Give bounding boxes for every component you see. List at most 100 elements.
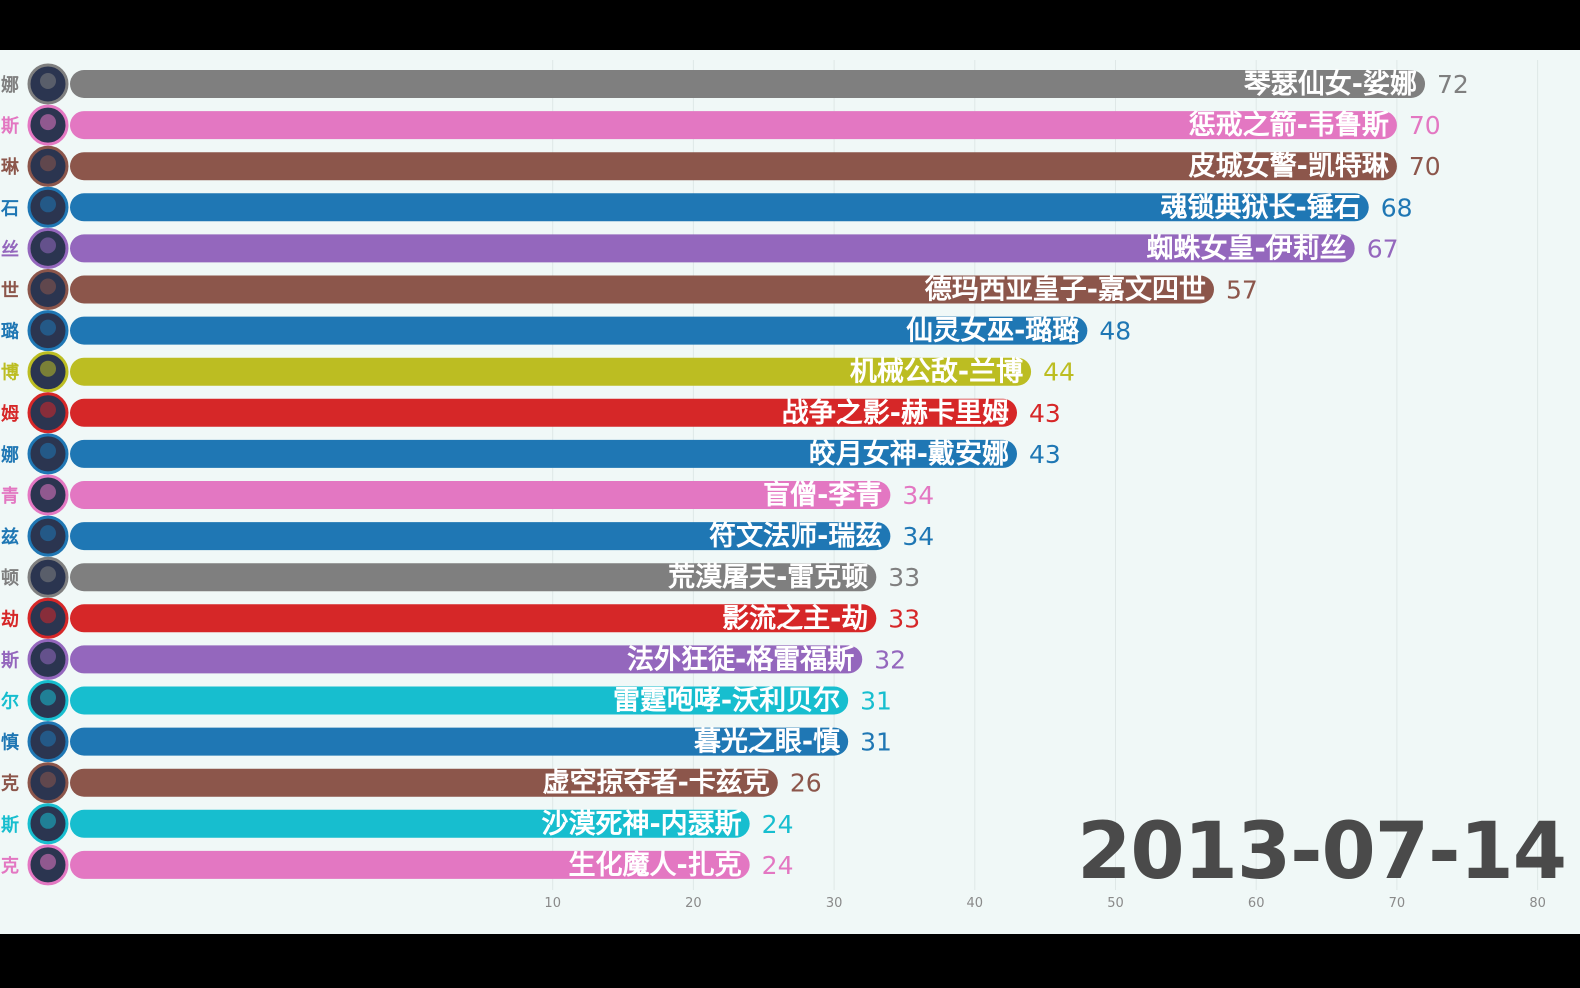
bar — [70, 398, 1018, 427]
avatar-face-icon — [40, 566, 56, 583]
side-label: 克 — [1, 855, 19, 877]
side-label: 克 — [1, 773, 19, 795]
avatar-face-icon — [40, 730, 56, 747]
bar — [70, 275, 1214, 304]
side-label: 丝 — [1, 238, 19, 260]
bar-value-label: 67 — [1367, 234, 1399, 263]
x-tick-label: 20 — [685, 896, 702, 911]
bar — [70, 850, 750, 879]
bar — [70, 357, 1032, 386]
bar-category-label: 仙灵女巫-璐璐 — [906, 315, 1079, 347]
avatar-face-icon — [40, 812, 56, 829]
bar-value-label: 24 — [762, 851, 794, 880]
side-label: 娜 — [1, 74, 19, 96]
side-label: 琳 — [1, 157, 20, 178]
bar-value-label: 72 — [1437, 70, 1469, 99]
bar-value-label: 26 — [790, 769, 822, 798]
bar — [70, 152, 1397, 181]
avatar-face-icon — [40, 237, 56, 254]
bar — [70, 563, 877, 592]
avatar-face-icon — [40, 196, 56, 213]
avatar-face-icon — [40, 360, 56, 377]
avatar-face-icon — [40, 525, 56, 542]
side-label: 璐 — [1, 321, 19, 343]
bar-category-label: 荒漠屠夫-雷克顿 — [668, 561, 868, 593]
bar — [70, 481, 891, 509]
bar-category-label: 惩戒之箭-韦鲁斯 — [1189, 109, 1389, 141]
bar — [70, 727, 849, 756]
bar-chart-race: 10 20 30 40 50 60 70 80 娜 琴瑟仙女-娑娜 72 斯 惩戒之箭-韦鲁斯 70 琳 皮城… — [0, 50, 1580, 934]
bar-category-label: 机械公敌-兰博 — [850, 356, 1023, 388]
avatar-face-icon — [40, 155, 56, 172]
bar-value-label: 57 — [1226, 276, 1258, 305]
bar-value-label: 44 — [1043, 358, 1075, 387]
avatar-face-icon — [40, 401, 56, 418]
avatar-face-icon — [40, 442, 56, 459]
bar — [70, 768, 778, 797]
bar-value-label: 24 — [762, 810, 794, 839]
bar-category-label: 魂锁典狱长-锤石 — [1161, 191, 1361, 223]
bar-category-label: 皎月女神-戴安娜 — [809, 438, 1009, 470]
letterbox-top — [0, 0, 1580, 50]
bar — [70, 70, 1426, 98]
bar-value-label: 31 — [860, 728, 892, 757]
bar-category-label: 沙漠死神-内瑟斯 — [541, 809, 741, 840]
x-tick-label: 70 — [1389, 896, 1406, 911]
bar — [70, 645, 863, 674]
bar-value-label: 70 — [1409, 111, 1441, 140]
bar-category-label: 战争之影-赫卡里姆 — [782, 397, 1009, 429]
x-tick-label: 30 — [826, 896, 843, 911]
bar-value-label: 32 — [874, 645, 906, 674]
bar-category-label: 盲僧-李青 — [763, 479, 882, 511]
bar-category-label: 法外狂徒-格雷福斯 — [627, 644, 854, 675]
bar-category-label: 影流之主-劫 — [722, 602, 868, 634]
avatar-face-icon — [40, 607, 56, 624]
x-tick-label: 10 — [544, 896, 561, 911]
chart-svg: 10 20 30 40 50 60 70 80 娜 琴瑟仙女-娑娜 72 斯 惩戒之箭-韦鲁斯 70 琳 皮城… — [0, 60, 1546, 911]
side-label: 姆 — [1, 403, 19, 425]
bar-category-label: 蜘蛛女皇-伊莉丝 — [1146, 232, 1346, 264]
side-label: 斯 — [1, 814, 19, 836]
side-label: 兹 — [1, 526, 19, 548]
side-label: 尔 — [1, 691, 19, 713]
bar-value-label: 34 — [902, 522, 934, 551]
side-label: 石 — [0, 198, 19, 219]
bar — [70, 234, 1355, 263]
bar — [70, 522, 891, 551]
avatar-face-icon — [40, 319, 56, 336]
bar — [70, 111, 1397, 140]
avatar-face-icon — [40, 648, 56, 665]
bar-category-label: 暮光之眼-慎 — [694, 726, 840, 758]
frame-date-label: 2013-07-14 — [1077, 807, 1567, 897]
bar — [70, 809, 750, 838]
bar-value-label: 34 — [902, 481, 934, 510]
side-label: 劫 — [1, 609, 19, 630]
x-tick-label: 80 — [1529, 896, 1546, 911]
bar-value-label: 68 — [1381, 193, 1413, 222]
side-label: 慎 — [1, 732, 19, 754]
x-tick-label: 40 — [967, 896, 984, 911]
avatar-face-icon — [40, 484, 56, 500]
avatar-face-icon — [40, 73, 56, 89]
x-tick-label: 50 — [1107, 896, 1124, 911]
bar-value-label: 43 — [1029, 399, 1061, 428]
bar-value-label: 48 — [1099, 317, 1131, 346]
avatar-face-icon — [40, 689, 56, 706]
bar — [70, 604, 877, 633]
bar-category-label: 皮城女警-凯特琳 — [1189, 150, 1390, 182]
side-label: 斯 — [1, 115, 19, 137]
bar — [70, 316, 1088, 345]
bar-category-label: 符文法师-瑞兹 — [709, 520, 882, 552]
avatar-face-icon — [40, 114, 56, 131]
bar-category-label: 虚空掠夺者-卡兹克 — [543, 767, 770, 799]
bar-category-label: 德玛西亚皇子-嘉文四世 — [925, 274, 1206, 306]
bar-value-label: 70 — [1409, 152, 1441, 181]
bar — [70, 439, 1018, 468]
side-label: 斯 — [1, 649, 19, 671]
bar — [70, 686, 849, 715]
letterbox-bottom — [0, 934, 1580, 988]
x-tick-label: 60 — [1248, 896, 1265, 911]
side-label: 世 — [1, 281, 19, 302]
side-label: 娜 — [1, 444, 19, 466]
avatar-face-icon — [40, 278, 56, 295]
